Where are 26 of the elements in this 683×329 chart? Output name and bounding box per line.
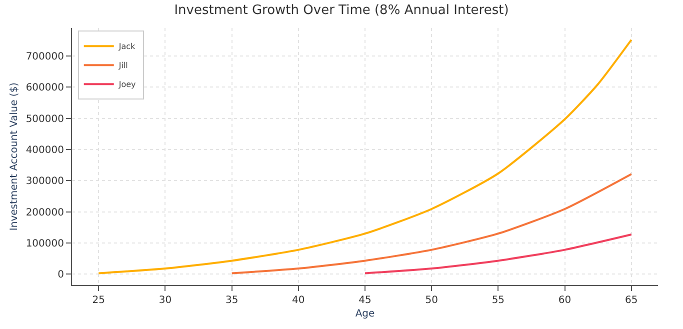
y-tick-label: 200000	[26, 207, 64, 218]
line-series	[98, 38, 632, 274]
y-tick-label: 700000	[26, 52, 64, 63]
x-tick-label: 65	[624, 295, 638, 306]
y-tick-label: 0	[58, 270, 64, 281]
x-tick-label: 30	[158, 295, 172, 306]
legend-label: Joey	[118, 80, 136, 90]
y-tick-label: 100000	[26, 238, 64, 250]
line-series	[230, 173, 632, 274]
y-tick-label: 400000	[26, 144, 64, 156]
y-axis-title: Investment Account Value ($)	[8, 82, 20, 231]
y-tick-label: 600000	[26, 82, 64, 94]
y-tick-label: 300000	[26, 176, 64, 188]
legend-label: Jack	[118, 42, 136, 52]
chart-title: Investment Growth Over Time (8% Annual Interest)	[174, 3, 509, 18]
x-tick-label: 40	[292, 295, 305, 306]
x-axis-title: Age	[355, 308, 375, 320]
line-series	[364, 234, 632, 274]
x-tick-label: 50	[425, 295, 438, 306]
x-tick-label: 25	[92, 295, 106, 306]
x-tick-label: 35	[225, 295, 238, 306]
x-tick-label: 55	[492, 295, 505, 306]
x-tick-label: 45	[358, 295, 372, 306]
x-tick-label: 60	[558, 295, 572, 306]
legend-label: Jill	[118, 61, 128, 70]
y-tick-label: 500000	[26, 114, 64, 125]
